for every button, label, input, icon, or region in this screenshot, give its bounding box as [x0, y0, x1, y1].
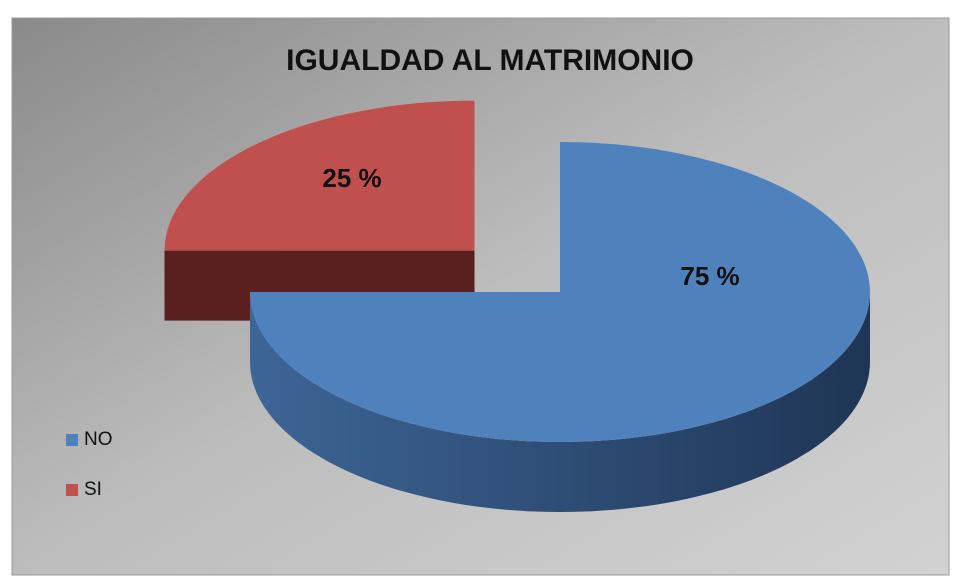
legend: NO SI	[66, 429, 113, 500]
slice	[164, 100, 475, 251]
legend-swatch	[66, 434, 78, 446]
data-label: 75 %	[680, 261, 739, 291]
slice-side	[250, 292, 870, 512]
chart-title: IGUALDAD AL MATRIMONIO	[286, 44, 694, 77]
legend-swatch	[66, 484, 78, 496]
legend-label: NO	[84, 429, 113, 450]
legend-label: SI	[84, 479, 102, 500]
slice	[250, 142, 870, 442]
pie: 75 % 25 %	[164, 100, 870, 512]
data-label: 25 %	[322, 163, 381, 193]
